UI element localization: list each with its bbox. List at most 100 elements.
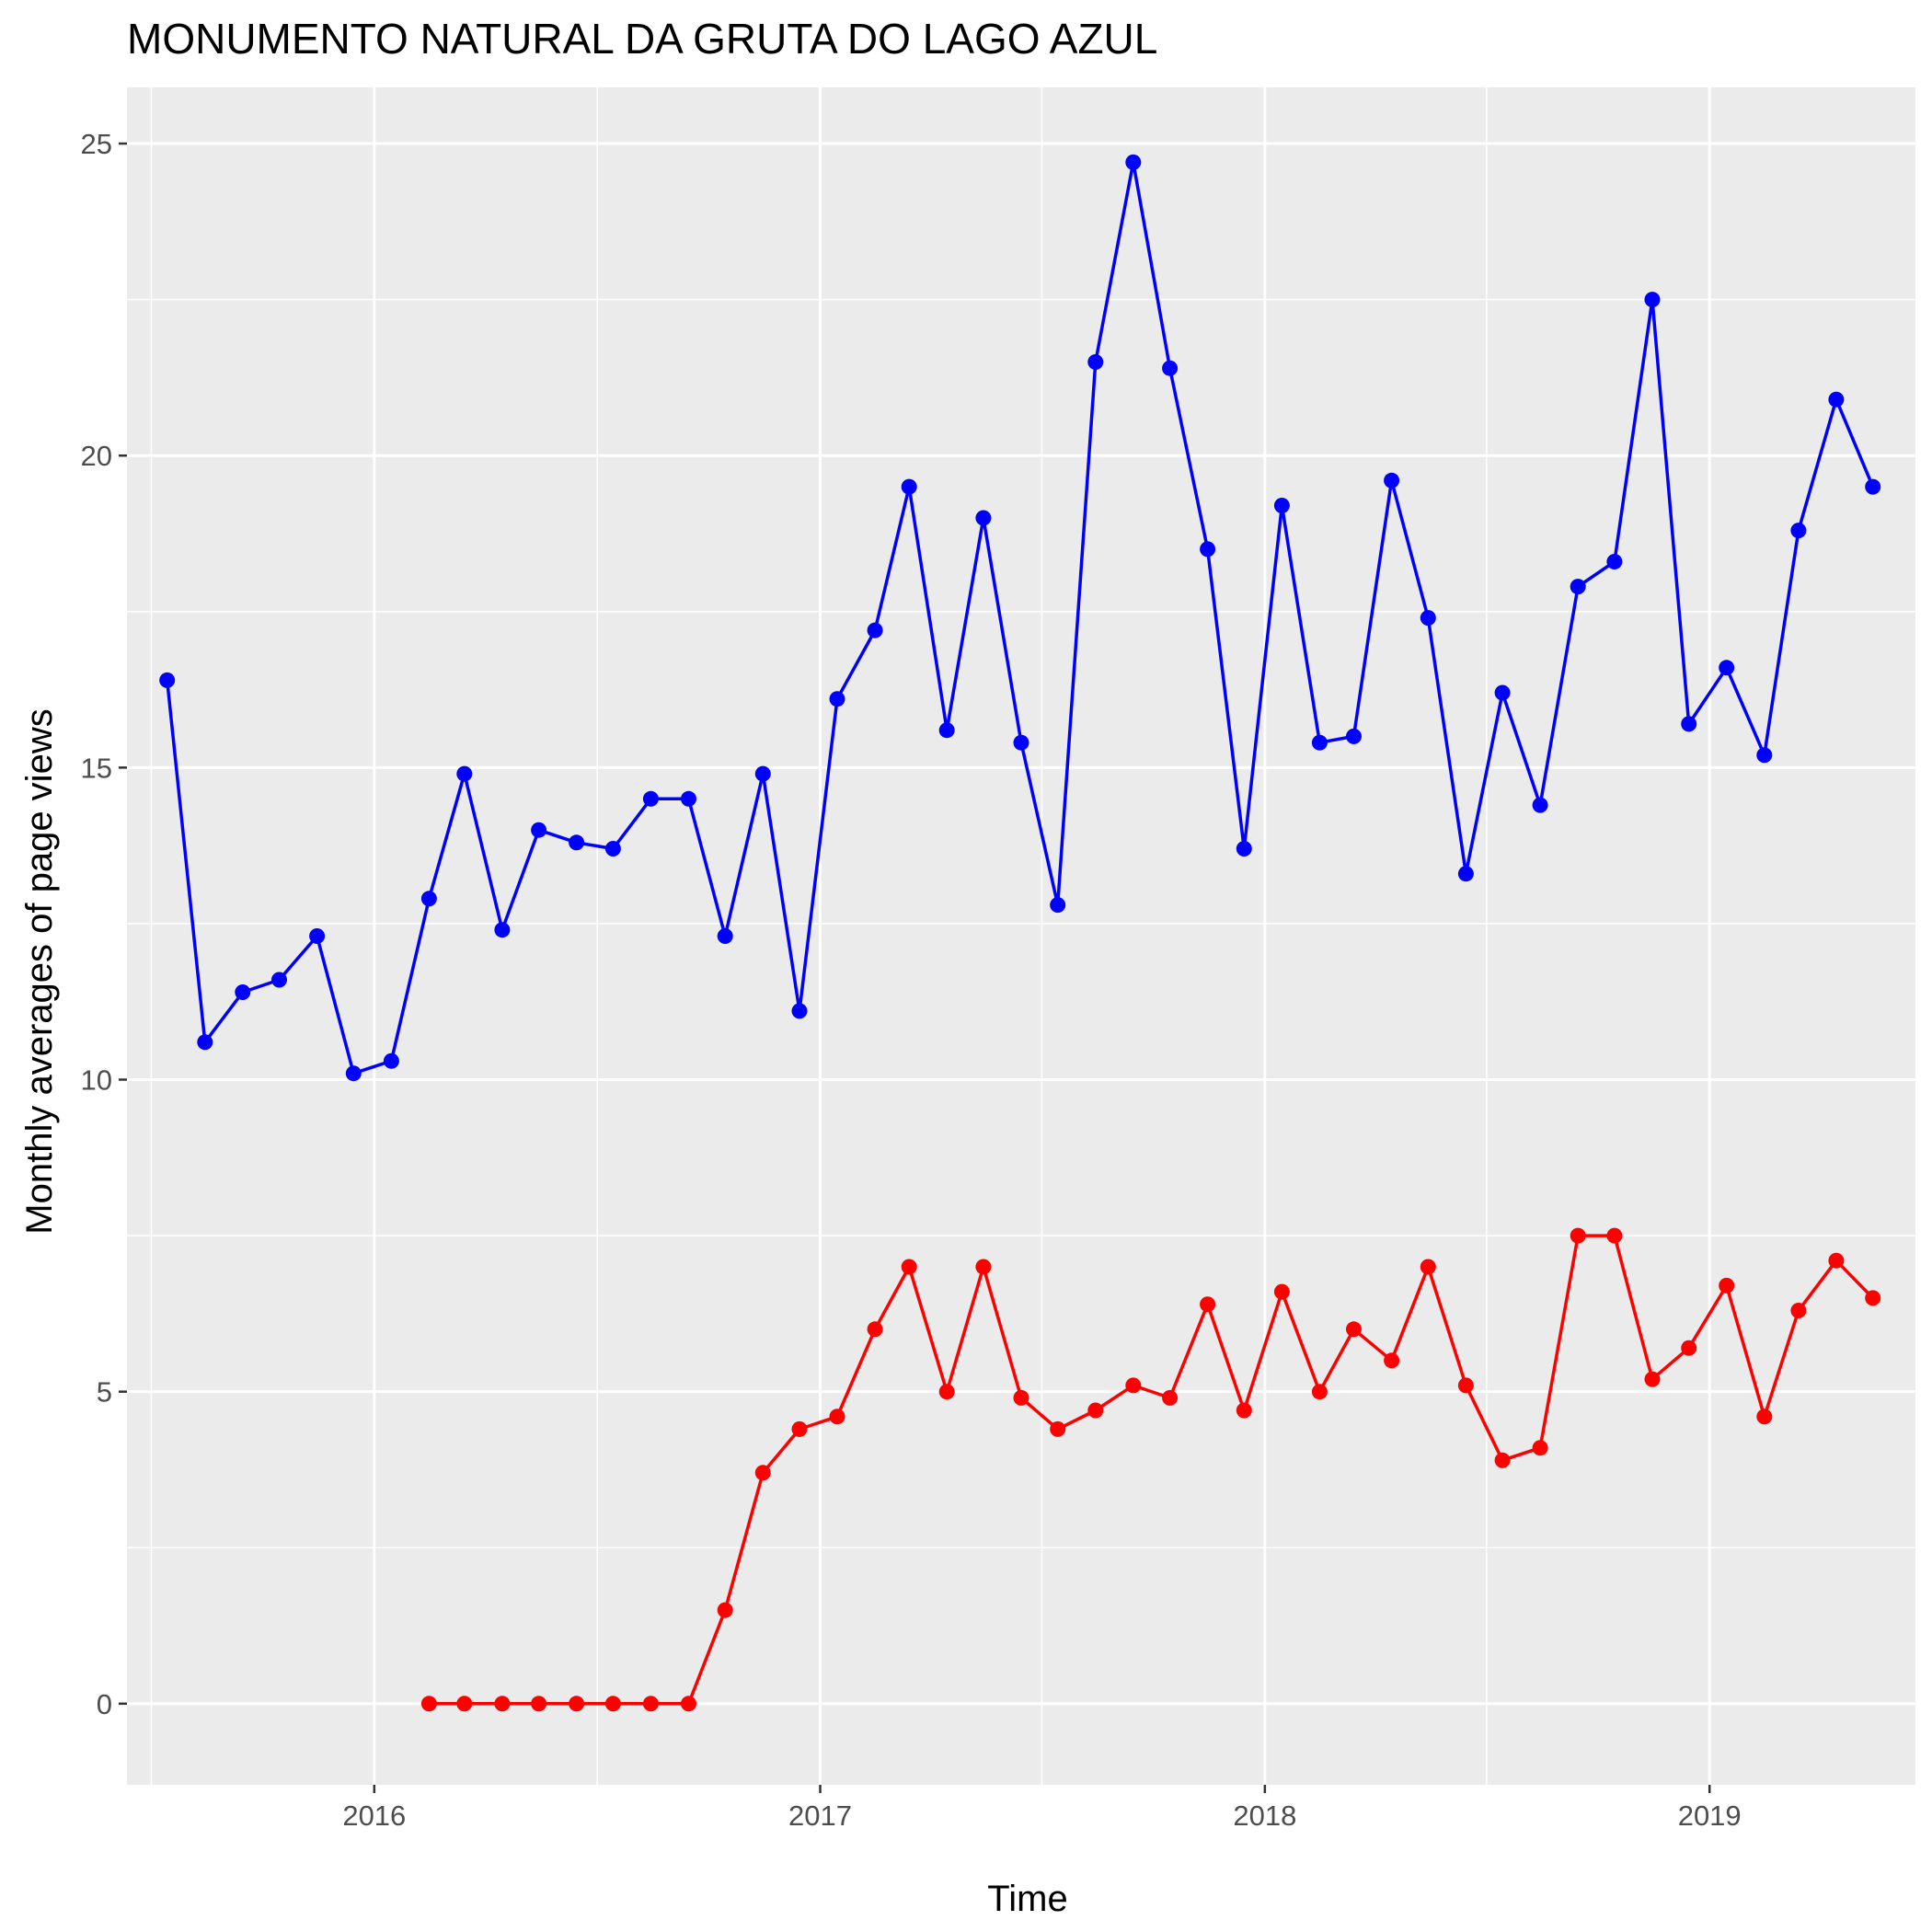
data-point [420, 1696, 437, 1712]
data-point [754, 1465, 771, 1481]
y-axis-title: Monthly averages of page views [19, 708, 60, 1234]
data-point [681, 790, 696, 807]
data-point [1087, 1402, 1104, 1419]
data-point [494, 1696, 511, 1712]
data-point [531, 822, 547, 838]
data-point [1346, 728, 1362, 744]
data-point [938, 722, 955, 739]
y-tick-label: 10 [81, 1064, 112, 1097]
x-axis-title: Time [987, 1879, 1067, 1919]
data-point [1273, 498, 1290, 513]
data-point [1125, 154, 1142, 170]
data-point [1790, 1303, 1807, 1318]
data-point [1756, 747, 1773, 764]
data-point [867, 1321, 883, 1338]
data-point [1420, 1259, 1436, 1275]
data-point [1494, 1452, 1511, 1468]
data-point [1790, 523, 1807, 539]
series-2 [420, 1227, 1881, 1712]
data-point [1162, 360, 1179, 376]
data-point [1570, 1227, 1586, 1244]
data-point [1606, 554, 1623, 569]
series-line [429, 1234, 1874, 1706]
data-point [1013, 734, 1029, 751]
data-point [1828, 1252, 1845, 1269]
x-tick-label: 2018 [1233, 1800, 1296, 1832]
data-point [642, 790, 659, 807]
data-point [1200, 1296, 1216, 1313]
y-tick-label: 15 [81, 752, 112, 784]
data-point [1050, 897, 1066, 914]
data-point [1050, 1420, 1066, 1437]
data-point [159, 672, 176, 688]
data-point [531, 1696, 547, 1712]
data-point [345, 1065, 362, 1082]
data-point [1162, 1389, 1179, 1406]
data-point [1087, 354, 1104, 370]
data-point [1606, 1227, 1623, 1244]
data-point [271, 972, 287, 988]
data-point [829, 1409, 845, 1425]
data-point [1756, 1409, 1773, 1425]
data-point [754, 765, 771, 782]
data-point [975, 510, 992, 526]
data-point [1236, 841, 1252, 857]
data-point [569, 834, 585, 851]
data-point [1200, 541, 1216, 558]
y-tick-label: 0 [97, 1688, 112, 1720]
data-point [901, 478, 917, 495]
data-point [1384, 472, 1400, 489]
data-point [1273, 1283, 1290, 1300]
data-point [975, 1259, 992, 1275]
y-tick-label: 20 [81, 440, 112, 472]
data-point [1457, 866, 1474, 882]
data-point [1865, 478, 1881, 495]
data-point [681, 1696, 696, 1712]
x-tick-label: 2017 [788, 1800, 852, 1832]
data-point [383, 1052, 399, 1069]
data-point [420, 891, 437, 907]
data-point [1013, 1389, 1029, 1406]
y-tick-label: 5 [97, 1376, 112, 1409]
data-point [791, 1420, 808, 1437]
data-point [901, 1259, 917, 1275]
data-point [1384, 1352, 1400, 1369]
data-point [494, 922, 511, 938]
x-tick-label: 2016 [342, 1800, 406, 1832]
data-point [309, 928, 326, 944]
data-point [1570, 579, 1586, 595]
data-point [1420, 610, 1436, 627]
data-point [717, 1602, 733, 1618]
data-point [1644, 1371, 1661, 1387]
data-point [456, 765, 473, 782]
data-point [1828, 391, 1845, 408]
data-point [1311, 1384, 1328, 1400]
data-point [1311, 734, 1328, 751]
data-point [1644, 292, 1661, 308]
data-point [717, 928, 733, 944]
data-point [1125, 1377, 1142, 1394]
data-point [1532, 797, 1548, 813]
data-point [791, 1003, 808, 1019]
data-point [1719, 1277, 1735, 1294]
data-point [569, 1696, 585, 1712]
data-point [197, 1034, 213, 1051]
data-point [829, 691, 845, 707]
data-point [456, 1696, 473, 1712]
data-point [1865, 1290, 1881, 1306]
data-point [1236, 1402, 1252, 1419]
data-point [1719, 660, 1735, 676]
chart-title: MONUMENTO NATURAL DA GRUTA DO LAGO AZUL [127, 15, 1157, 63]
data-point [1457, 1377, 1474, 1394]
plot-panel [127, 87, 1915, 1785]
data-point [867, 622, 883, 638]
data-point [1681, 716, 1697, 732]
data-point [642, 1696, 659, 1712]
data-point [604, 841, 621, 857]
data-point [604, 1696, 621, 1712]
x-tick-label: 2019 [1678, 1800, 1742, 1832]
data-point [1681, 1340, 1697, 1356]
data-point [1532, 1440, 1548, 1456]
